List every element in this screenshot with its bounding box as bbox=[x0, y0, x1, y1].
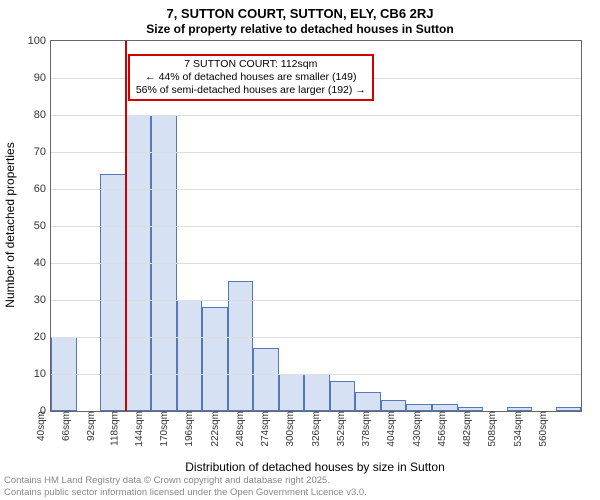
gridline bbox=[51, 374, 581, 375]
x-tick-label: 40sqm bbox=[32, 411, 47, 441]
gridline bbox=[51, 115, 581, 116]
gridline bbox=[51, 337, 581, 338]
y-tick-label: 30 bbox=[34, 294, 51, 306]
footer-line-2: Contains public sector information licen… bbox=[4, 487, 367, 498]
histogram-bar bbox=[304, 374, 330, 411]
attribution-footer: Contains HM Land Registry data © Crown c… bbox=[4, 475, 367, 498]
y-tick-label: 90 bbox=[34, 72, 51, 84]
x-tick-label: 274sqm bbox=[256, 411, 271, 447]
x-tick-label: 404sqm bbox=[383, 411, 398, 447]
x-tick-label: 92sqm bbox=[82, 411, 97, 441]
x-tick-label: 430sqm bbox=[408, 411, 423, 447]
x-tick-label: 196sqm bbox=[181, 411, 196, 447]
histogram-bar bbox=[556, 407, 582, 411]
histogram-bar bbox=[330, 381, 356, 411]
x-tick-label: 352sqm bbox=[332, 411, 347, 447]
y-tick-label: 40 bbox=[34, 257, 51, 269]
x-tick-label: 170sqm bbox=[155, 411, 170, 447]
y-tick-label: 80 bbox=[34, 109, 51, 121]
gridline bbox=[51, 226, 581, 227]
x-tick-label: 482sqm bbox=[458, 411, 473, 447]
y-tick-label: 60 bbox=[34, 183, 51, 195]
x-tick-label: 300sqm bbox=[282, 411, 297, 447]
gridline bbox=[51, 263, 581, 264]
histogram-bar bbox=[177, 300, 203, 411]
x-tick-label: 508sqm bbox=[483, 411, 498, 447]
x-tick-label: 66sqm bbox=[57, 411, 72, 441]
x-tick-label: 378sqm bbox=[357, 411, 372, 447]
footer-line-1: Contains HM Land Registry data © Crown c… bbox=[4, 475, 367, 486]
histogram-bar bbox=[279, 374, 305, 411]
gridline bbox=[51, 300, 581, 301]
histogram-bar bbox=[202, 307, 228, 411]
histogram-bar bbox=[381, 400, 407, 411]
y-tick-label: 20 bbox=[34, 331, 51, 343]
histogram-bar bbox=[100, 174, 126, 411]
y-tick-label: 50 bbox=[34, 220, 51, 232]
histogram-bar bbox=[355, 392, 381, 411]
y-tick-label: 10 bbox=[34, 368, 51, 380]
y-axis-label: Number of detached properties bbox=[3, 142, 17, 307]
x-tick-label: 248sqm bbox=[231, 411, 246, 447]
x-tick-label: 534sqm bbox=[509, 411, 524, 447]
callout-line-2: ← 44% of detached houses are smaller (14… bbox=[136, 71, 366, 84]
x-tick-label: 326sqm bbox=[307, 411, 322, 447]
chart-title-block: 7, SUTTON COURT, SUTTON, ELY, CB6 2RJ Si… bbox=[0, 0, 600, 36]
histogram-bar bbox=[253, 348, 279, 411]
chart-title-address: 7, SUTTON COURT, SUTTON, ELY, CB6 2RJ bbox=[0, 6, 600, 22]
x-tick-label: 118sqm bbox=[105, 411, 120, 446]
property-callout: 7 SUTTON COURT: 112sqm← 44% of detached … bbox=[128, 54, 374, 101]
histogram-bar bbox=[406, 404, 432, 411]
chart-container: 010203040506070809010040sqm66sqm92sqm118… bbox=[50, 40, 580, 410]
x-tick-label: 222sqm bbox=[206, 411, 221, 447]
x-tick-label: 560sqm bbox=[534, 411, 549, 447]
gridline bbox=[51, 189, 581, 190]
x-tick-label: 456sqm bbox=[433, 411, 448, 447]
histogram-bar bbox=[432, 404, 458, 411]
x-axis-label: Distribution of detached houses by size … bbox=[185, 460, 445, 474]
y-tick-label: 100 bbox=[28, 35, 51, 47]
y-tick-label: 70 bbox=[34, 146, 51, 158]
callout-line-1: 7 SUTTON COURT: 112sqm bbox=[136, 58, 366, 71]
x-tick-label: 144sqm bbox=[130, 411, 145, 447]
gridline bbox=[51, 152, 581, 153]
callout-line-3: 56% of semi-detached houses are larger (… bbox=[136, 84, 366, 97]
plot-area: 010203040506070809010040sqm66sqm92sqm118… bbox=[50, 40, 582, 412]
chart-title-description: Size of property relative to detached ho… bbox=[0, 22, 600, 36]
